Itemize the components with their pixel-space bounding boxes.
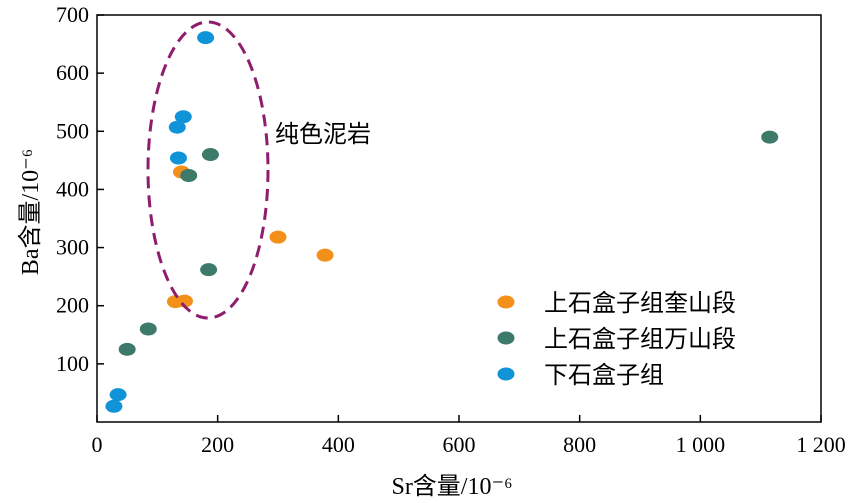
data-point-series-1 xyxy=(180,168,198,182)
x-tick-label: 1 000 xyxy=(676,432,726,457)
data-point-series-2 xyxy=(105,399,123,413)
data-point-series-2 xyxy=(168,120,186,134)
y-tick-label: 400 xyxy=(56,176,89,201)
x-tick-label: 400 xyxy=(322,432,355,457)
legend-label: 上石盒子组奎山段 xyxy=(544,289,736,317)
axes: 0 200 400 600 800 1 000 1 200 100 200 300 400 500 60… xyxy=(56,2,846,457)
x-tick-label: 0 xyxy=(92,432,103,457)
y-tick-label: 300 xyxy=(56,235,89,260)
x-tick-label: 600 xyxy=(443,432,476,457)
x-tick-label: 200 xyxy=(201,432,234,457)
legend-label: 上石盒子组万山段 xyxy=(544,325,736,353)
data-point-series-0 xyxy=(175,294,193,308)
y-tick-label: 600 xyxy=(56,60,89,85)
y-tick-label: 700 xyxy=(56,2,89,27)
data-point-series-1 xyxy=(139,322,157,336)
data-point-series-2 xyxy=(109,388,127,402)
y-tick-label: 200 xyxy=(56,293,89,318)
data-point-series-0 xyxy=(316,248,334,262)
data-point-series-1 xyxy=(201,148,219,162)
data-points xyxy=(105,31,779,413)
data-point-series-2 xyxy=(174,110,192,124)
plot-frame xyxy=(96,14,822,423)
data-point-series-1 xyxy=(200,263,218,277)
data-point-series-2 xyxy=(197,31,215,45)
x-axis-label: Sr含量/10⁻⁶ xyxy=(391,473,512,500)
y-tick-label: 100 xyxy=(56,351,89,376)
x-tick-label: 1 200 xyxy=(796,432,846,457)
annotation-mudstone: 纯色泥岩 xyxy=(275,120,371,148)
x-tick-label: 800 xyxy=(563,432,596,457)
data-point-series-1 xyxy=(761,130,779,144)
data-point-series-0 xyxy=(269,230,287,244)
legend-marker xyxy=(497,367,515,381)
y-axis-label: Ba含量/10⁻⁶ xyxy=(17,149,44,275)
y-tick-label: 500 xyxy=(56,118,89,143)
data-point-series-2 xyxy=(169,151,187,165)
legend-marker xyxy=(497,331,515,345)
legend-marker xyxy=(497,295,515,309)
data-point-series-1 xyxy=(118,342,136,356)
legend-label: 下石盒子组 xyxy=(544,361,664,389)
mudstone-highlight-ellipse xyxy=(146,20,270,320)
